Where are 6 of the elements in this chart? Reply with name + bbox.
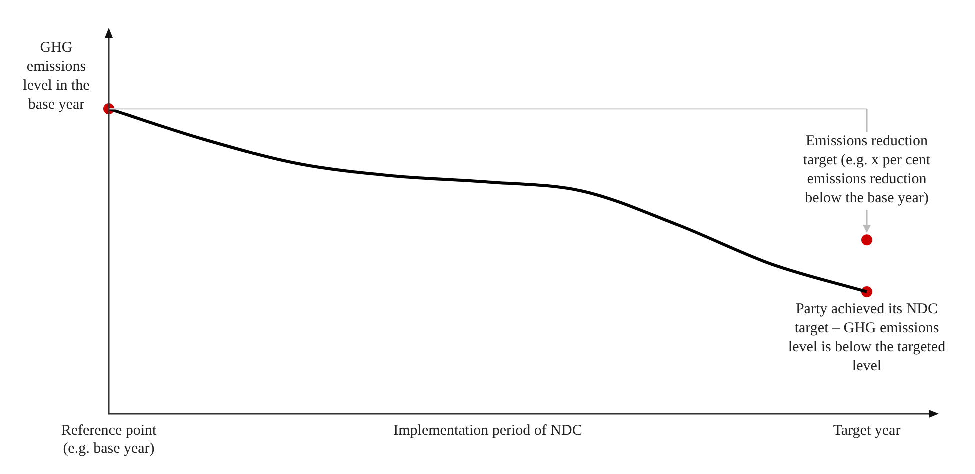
annotation: GHG emissions level in the base year — [23, 40, 90, 114]
x-tick-label: Reference point (e.g. base year) — [61, 422, 158, 457]
x-tick-label: Implementation period of NDC — [394, 422, 582, 439]
x-tick-label: Target year — [833, 422, 901, 439]
annotation: Emissions reduction target (e.g. x per cent emissions reduction below the base year) — [803, 134, 932, 207]
annotation: Party achieved its NDC target – GHG emissions level is below the targeted level — [788, 301, 946, 374]
